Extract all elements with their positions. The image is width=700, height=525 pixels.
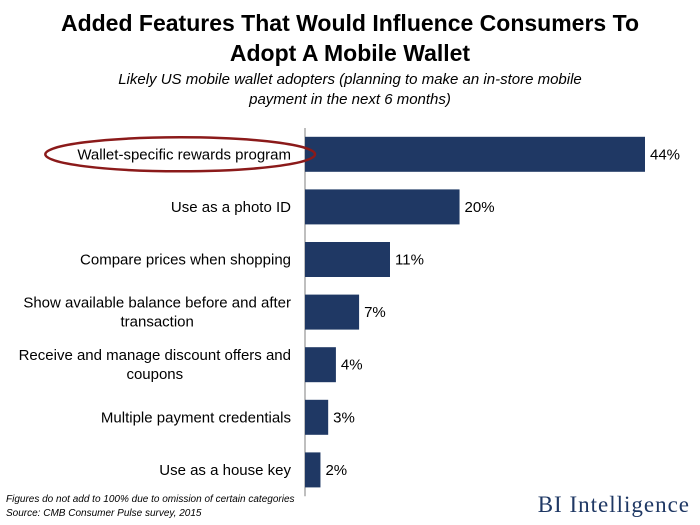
category-label: Multiple payment credentials bbox=[101, 409, 291, 426]
bar-value-label: 2% bbox=[325, 462, 347, 479]
category-label: Use as a house key bbox=[159, 462, 291, 479]
bar-value-label: 20% bbox=[465, 199, 495, 216]
category-label: Wallet-specific rewards program bbox=[77, 146, 291, 163]
category-label: Receive and manage discount offers and co… bbox=[19, 347, 291, 383]
bar bbox=[305, 399, 329, 435]
bar bbox=[305, 189, 460, 225]
chart-title: Added Features That Would Influence Cons… bbox=[60, 10, 640, 66]
source-note: Source: CMB Consumer Pulse survey, 2015 bbox=[6, 508, 202, 519]
footnote: Figures do not add to 100% due to omissi… bbox=[6, 494, 295, 505]
bar bbox=[305, 452, 321, 488]
chart-subtitle: Likely US mobile wallet adopters (planni… bbox=[118, 71, 582, 108]
bar-value-label: 3% bbox=[333, 409, 355, 426]
brand-logo: BI Intelligence bbox=[537, 492, 690, 517]
bar-value-label: 4% bbox=[341, 357, 363, 374]
category-label: Compare prices when shopping bbox=[80, 252, 291, 269]
bar bbox=[305, 242, 390, 277]
category-label: Use as a photo ID bbox=[171, 199, 291, 216]
bar bbox=[305, 347, 336, 383]
bar-value-label: 11% bbox=[395, 252, 424, 269]
bar-value-label: 7% bbox=[364, 304, 386, 321]
category-label: Show available balance before and after t… bbox=[23, 295, 291, 331]
highlight-ellipse bbox=[44, 136, 317, 173]
bar-value-label: 44% bbox=[650, 146, 680, 163]
bar bbox=[305, 136, 645, 172]
bar bbox=[305, 294, 360, 330]
